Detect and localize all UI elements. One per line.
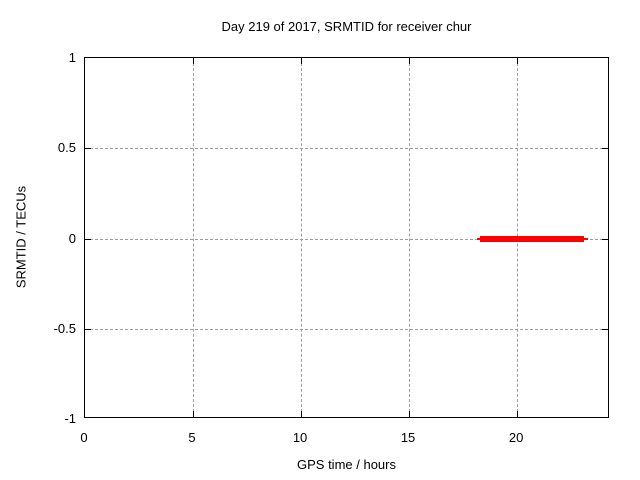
x-axis-tick-bottom: [517, 411, 519, 417]
y-axis-tick-left: [85, 328, 91, 330]
y-axis-tick-right: [602, 148, 608, 150]
gridline-horizontal: [85, 238, 608, 240]
gridline-vertical: [301, 58, 303, 417]
x-axis-tick-top: [517, 58, 519, 64]
x-axis-tick-bottom: [193, 411, 195, 417]
y-axis-tick-right: [602, 328, 608, 330]
x-axis-tick-bottom: [409, 411, 411, 417]
y-axis-tick-right: [602, 238, 608, 240]
data-series-core: [480, 235, 585, 242]
gridline-horizontal: [85, 148, 608, 150]
y-tick-label: 0.5: [57, 140, 76, 156]
x-axis-tick-top: [301, 58, 303, 64]
x-tick-label: 5: [188, 430, 196, 445]
x-tick-label: 15: [400, 430, 416, 445]
y-tick-label: -1: [64, 411, 76, 426]
x-axis-label: GPS time / hours: [297, 457, 396, 472]
plot-area: [84, 57, 609, 418]
gridline-horizontal: [85, 328, 608, 330]
x-axis-tick-top: [193, 58, 195, 64]
x-axis-tick-bottom: [301, 411, 303, 417]
y-axis-tick-left: [85, 148, 91, 150]
chart-title: Day 219 of 2017, SRMTID for receiver chu…: [221, 19, 472, 34]
gridline-vertical: [409, 58, 411, 417]
y-tick-label: -0.5: [53, 320, 76, 336]
x-tick-label: 20: [508, 430, 524, 445]
y-tick-label: 1: [68, 50, 76, 65]
x-tick-label: 10: [292, 430, 308, 445]
x-axis-tick-top: [409, 58, 411, 64]
x-tick-label: 0: [80, 430, 88, 445]
y-axis-tick-left: [85, 238, 91, 240]
gridline-vertical: [193, 58, 195, 417]
y-tick-label: 0: [68, 230, 76, 246]
